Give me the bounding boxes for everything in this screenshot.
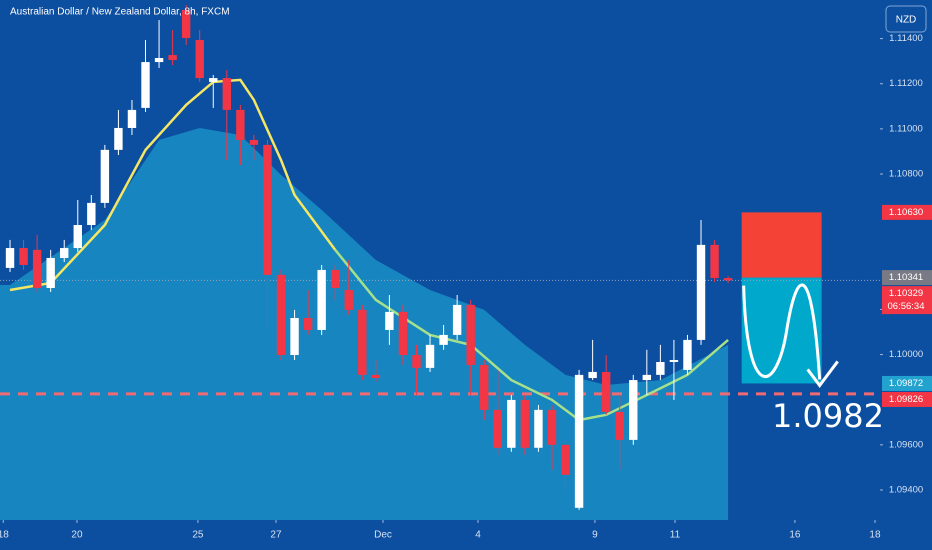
price-label: 1.09826 bbox=[889, 394, 923, 405]
candle-body bbox=[588, 371, 597, 379]
candle-body bbox=[696, 244, 706, 340]
moving-average bbox=[334, 249, 729, 422]
candle-body bbox=[330, 269, 340, 288]
candle-body bbox=[60, 248, 69, 258]
candle-body bbox=[209, 78, 218, 82]
candle-body bbox=[398, 311, 408, 356]
candle-body bbox=[5, 248, 15, 268]
candle-body bbox=[303, 318, 313, 330]
projection-arrow bbox=[742, 283, 822, 380]
candle-body bbox=[710, 244, 719, 279]
candle-body bbox=[642, 374, 652, 381]
candle-body bbox=[263, 144, 272, 275]
x-tick-label: Dec bbox=[374, 530, 392, 541]
y-tick-label: 1.09400 bbox=[889, 484, 923, 495]
price-label-box bbox=[882, 270, 932, 286]
candle-body bbox=[425, 344, 435, 368]
candle-body bbox=[19, 248, 28, 265]
candle-body bbox=[46, 257, 55, 288]
candle-body bbox=[358, 309, 367, 375]
price-label: 1.09872 bbox=[889, 378, 923, 389]
price-label-box bbox=[882, 391, 932, 407]
currency-button-frame[interactable] bbox=[885, 5, 927, 33]
candle-body bbox=[32, 249, 42, 288]
candle-body bbox=[669, 359, 679, 363]
candle-body bbox=[127, 109, 137, 128]
y-tick-label: 1.11400 bbox=[889, 33, 923, 44]
candle-body bbox=[723, 278, 733, 281]
candle-body bbox=[114, 127, 123, 150]
target-annotation: 1.0982 bbox=[772, 397, 884, 435]
plot-area bbox=[0, 4, 880, 520]
candle-body bbox=[656, 362, 665, 375]
candle-body bbox=[601, 371, 611, 412]
candle-body bbox=[520, 399, 530, 448]
x-tick-label: 20 bbox=[71, 530, 83, 541]
candle-body bbox=[236, 109, 245, 140]
y-tick-label: 1.10000 bbox=[889, 349, 923, 360]
y-tick-label: 1.11200 bbox=[889, 78, 923, 89]
y-tick-label: 1.11000 bbox=[889, 123, 923, 134]
candle-body bbox=[222, 78, 232, 110]
candle-body bbox=[629, 380, 638, 440]
candle-body bbox=[195, 39, 204, 79]
candle-body bbox=[534, 409, 543, 448]
price-label: 1.10341 bbox=[889, 272, 923, 283]
x-tick-label: 18 bbox=[869, 530, 881, 541]
candle-body bbox=[466, 304, 475, 365]
candle-body bbox=[493, 409, 502, 448]
candle-body bbox=[683, 339, 692, 370]
price-countdown: 06:56:34 bbox=[888, 301, 925, 312]
arrow-head bbox=[806, 360, 839, 388]
candle-body bbox=[385, 311, 394, 330]
x-tick-label: 18 bbox=[0, 530, 9, 541]
candle-body bbox=[249, 139, 259, 145]
y-tick-label: 1.10800 bbox=[889, 169, 923, 180]
candle-body bbox=[344, 290, 353, 310]
candle-body bbox=[507, 399, 516, 448]
price-label: 1.10329 bbox=[889, 288, 923, 299]
candle-body bbox=[290, 318, 299, 356]
x-tick-label: 11 bbox=[670, 530, 681, 541]
candle-body bbox=[141, 62, 150, 108]
candle-body bbox=[181, 9, 191, 38]
x-tick-label: 25 bbox=[192, 530, 204, 541]
candle-body bbox=[412, 355, 421, 368]
currency-label[interactable]: NZD bbox=[896, 15, 917, 26]
price-label: 1.10630 bbox=[889, 207, 923, 218]
candle-body bbox=[371, 374, 381, 379]
candle-body bbox=[73, 225, 82, 249]
candle-body bbox=[547, 409, 557, 445]
candle-body bbox=[574, 374, 584, 508]
candle-body bbox=[615, 411, 624, 440]
price-label-box bbox=[882, 204, 932, 220]
candle-body bbox=[317, 269, 326, 330]
x-tick-label: 16 bbox=[789, 530, 801, 541]
x-tick-label: 9 bbox=[592, 530, 598, 541]
candle-body bbox=[276, 274, 286, 356]
x-tick-label: 27 bbox=[270, 530, 282, 541]
y-tick-label: 1.09600 bbox=[889, 439, 923, 450]
stop-zone bbox=[741, 212, 822, 278]
candle-body bbox=[480, 364, 489, 410]
candle-body bbox=[439, 334, 448, 345]
candle-body bbox=[168, 55, 177, 61]
x-tick-label: 4 bbox=[475, 530, 481, 541]
price-axis: 1.094001.096001.100001.102001.108001.110… bbox=[880, 33, 932, 495]
candle-body bbox=[87, 202, 96, 226]
candle-body bbox=[561, 444, 570, 475]
candle-body bbox=[452, 304, 462, 335]
chart-title: Australian Dollar / New Zealand Dollar, … bbox=[10, 7, 230, 18]
currency-button[interactable]: NZD bbox=[885, 5, 927, 33]
price-label-box bbox=[882, 375, 932, 391]
candle-body bbox=[100, 149, 110, 203]
candle-body bbox=[154, 58, 164, 63]
price-label-box bbox=[882, 286, 932, 315]
